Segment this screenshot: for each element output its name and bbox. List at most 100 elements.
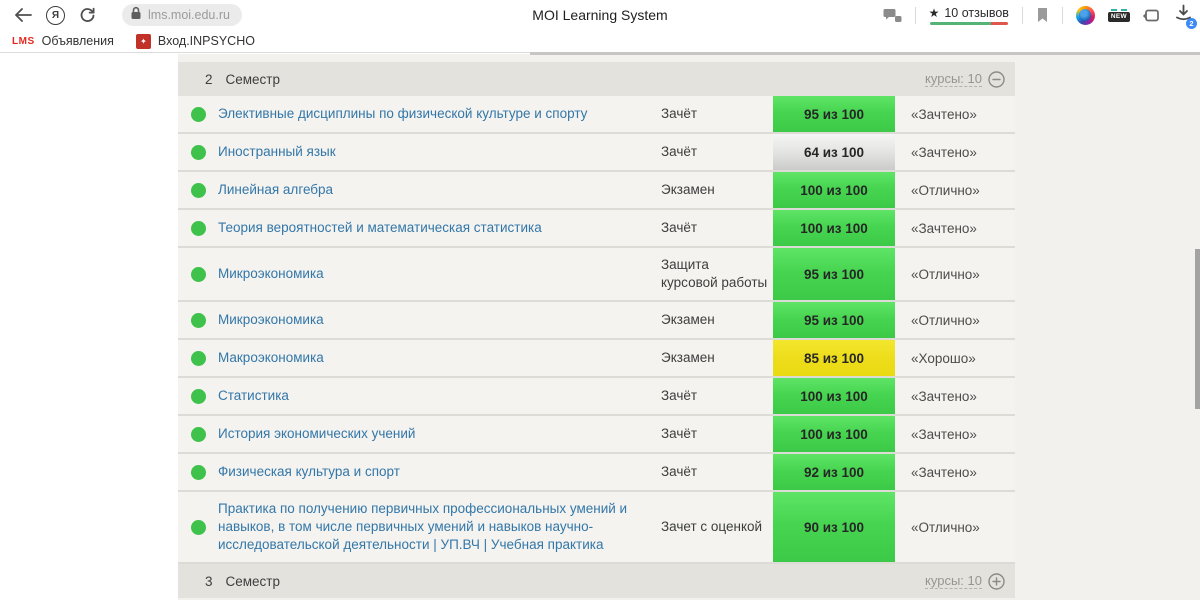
grade-label: «Зачтено» <box>911 144 977 160</box>
course-row: Статистика Зачёт 100 из 100 «Зачтено» <box>178 378 1015 416</box>
status-cell <box>178 340 218 376</box>
bookmark-announcements[interactable]: LMS Объявления <box>12 34 114 48</box>
rating-bar <box>929 21 1008 25</box>
semester-2-header: 2 Семестр курсы: 10 <box>178 62 1015 96</box>
refresh-icon[interactable] <box>79 7 96 24</box>
course-link[interactable]: Микроэкономика <box>218 312 324 327</box>
site-rating-widget[interactable]: ★ 10 отзывов <box>929 6 1009 25</box>
rating-label: 10 отзывов <box>944 5 1009 20</box>
score-badge: 95 из 100 <box>773 248 895 300</box>
lock-icon <box>130 6 142 25</box>
downloads-icon[interactable]: 2 <box>1175 4 1197 29</box>
course-link[interactable]: Физическая культура и спорт <box>218 464 400 479</box>
semester-title: Семестр <box>225 573 281 589</box>
status-dot-icon <box>190 464 206 480</box>
assessment-type: Зачёт <box>661 106 698 121</box>
course-row: Элективные дисциплины по физической куль… <box>178 96 1015 134</box>
status-cell <box>178 210 218 246</box>
extension-new-icon[interactable]: NEW <box>1107 8 1130 22</box>
bookmarks-bar: LMS Объявления ✦ Вход.INPSYCHO <box>0 30 1200 53</box>
course-row: Макроэкономика Экзамен 85 из 100 «Хорошо» <box>178 340 1015 378</box>
course-link[interactable]: Элективные дисциплины по физической куль… <box>218 106 588 121</box>
course-link[interactable]: Практика по получению первичных професси… <box>218 501 628 552</box>
grade-label: «Зачтено» <box>911 388 977 404</box>
grade-label: «Зачтено» <box>911 426 977 442</box>
new-badge: NEW <box>1107 11 1130 22</box>
status-dot-icon <box>190 426 206 442</box>
inpsycho-favicon: ✦ <box>135 33 151 49</box>
course-row: Физическая культура и спорт Зачёт 92 из 10… <box>178 454 1015 492</box>
grade-label: «Отлично» <box>911 519 980 535</box>
address-bar[interactable]: lms.moi.edu.ru <box>122 4 242 26</box>
status-cell <box>178 172 218 208</box>
status-cell <box>178 378 218 414</box>
status-dot-icon <box>190 388 206 404</box>
course-row: Практика по получению первичных професси… <box>178 492 1015 564</box>
course-link[interactable]: История экономических учений <box>218 426 416 441</box>
course-row: Линейная алгебра Экзамен 100 из 100 «Отличн… <box>178 172 1015 210</box>
star-icon: ★ <box>928 5 940 20</box>
course-link[interactable]: Теория вероятностей и математическая ста… <box>218 220 542 235</box>
score-badge: 64 из 100 <box>773 134 895 170</box>
assessment-type: Зачет с оценкой <box>661 519 763 534</box>
score-badge: 85 из 100 <box>773 340 895 376</box>
assessment-type: Зачёт <box>661 220 698 235</box>
assessment-type: Экзамен <box>661 350 715 365</box>
url-text: lms.moi.edu.ru <box>148 8 230 22</box>
course-row: История экономических учений Зачёт 100 из … <box>178 416 1015 454</box>
status-cell <box>178 248 218 300</box>
grade-label: «Отлично» <box>911 266 980 282</box>
course-link[interactable]: Иностранный язык <box>218 144 336 159</box>
score-badge: 100 из 100 <box>773 172 895 208</box>
course-link[interactable]: Статистика <box>218 388 289 403</box>
status-cell <box>178 454 218 490</box>
bookmark-flag-icon[interactable] <box>1036 7 1049 23</box>
assessment-type: Зачёт <box>661 464 698 479</box>
course-link[interactable]: Микроэкономика <box>218 266 324 281</box>
semester-title: Семестр <box>225 71 281 87</box>
status-dot-icon <box>190 182 206 198</box>
yandex-browser-icon[interactable]: Я <box>46 5 65 25</box>
score-badge: 100 из 100 <box>773 378 895 414</box>
page-top-shadow <box>530 52 1200 55</box>
semester-3-header: 3 Семестр курсы: 10 <box>178 564 1015 598</box>
collapse-icon[interactable] <box>988 70 1005 88</box>
assessment-type: Экзамен <box>661 312 715 327</box>
grade-label: «Зачтено» <box>911 106 977 122</box>
score-badge: 92 из 100 <box>773 454 895 490</box>
lms-favicon: LMS <box>12 35 35 47</box>
extension-color-circle-icon[interactable] <box>1075 5 1095 25</box>
status-cell <box>178 302 218 338</box>
left-gutter <box>0 54 178 600</box>
status-dot-icon <box>190 220 206 236</box>
course-row: Микроэкономика Экзамен 95 из 100 «Отлично» <box>178 302 1015 340</box>
course-link[interactable]: Линейная алгебра <box>218 182 334 197</box>
back-icon[interactable] <box>14 8 32 22</box>
score-badge: 100 из 100 <box>773 210 895 246</box>
assessment-type: Экзамен <box>661 182 715 197</box>
status-dot-icon <box>190 519 206 535</box>
courses-count-link[interactable]: курсы: 10 <box>925 71 982 87</box>
toolbar-separator <box>1061 6 1063 24</box>
toolbar-separator <box>1021 6 1023 24</box>
courses-count-link[interactable]: курсы: 10 <box>925 573 982 589</box>
grade-label: «Отлично» <box>911 182 980 198</box>
downloads-count-badge: 2 <box>1186 18 1197 29</box>
chat-bubbles-icon[interactable] <box>883 7 902 24</box>
assessment-type: Зачёт <box>661 426 698 441</box>
status-dot-icon <box>190 350 206 366</box>
status-cell <box>178 416 218 452</box>
score-badge: 90 из 100 <box>773 492 895 562</box>
course-row: Теория вероятностей и математическая ста… <box>178 210 1015 248</box>
semester-number: 3 <box>205 573 213 589</box>
score-badge: 100 из 100 <box>773 416 895 452</box>
assessment-type: Защита курсовой работы <box>661 257 768 290</box>
status-cell <box>178 492 218 562</box>
toolbar-separator <box>914 6 916 24</box>
status-dot-icon <box>190 144 206 160</box>
scrollbar[interactable] <box>1195 249 1200 409</box>
course-link[interactable]: Макроэкономика <box>218 350 324 365</box>
bookmark-inpsycho-login[interactable]: ✦ Вход.INPSYCHO <box>135 33 255 49</box>
tag-icon[interactable] <box>1143 7 1162 24</box>
expand-icon[interactable] <box>988 572 1005 590</box>
